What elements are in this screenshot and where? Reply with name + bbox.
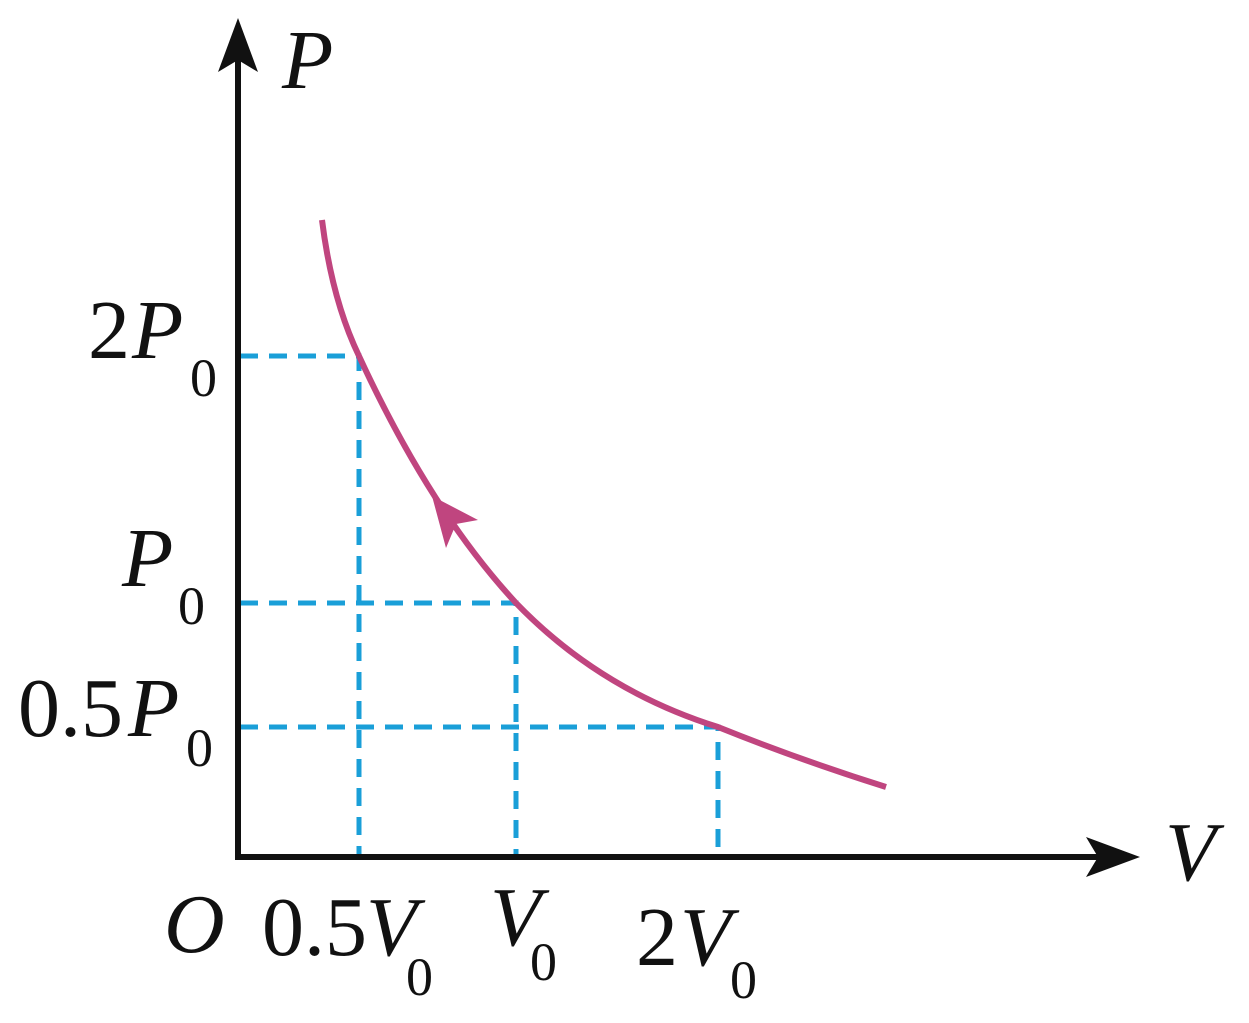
y-arrow <box>218 18 258 72</box>
x-axis-label: V <box>1165 806 1225 899</box>
origin-label: O <box>164 878 225 971</box>
y-tick-sub: 0 <box>186 718 213 778</box>
x-tick-coef: 0.5 <box>262 881 367 974</box>
guide-p0 <box>240 600 519 857</box>
y-tick-coef: 0.5 <box>18 662 123 755</box>
y-axis-label: P <box>281 14 333 107</box>
x-tick-var: V <box>680 891 740 984</box>
direction-arrow <box>432 496 478 548</box>
guide-05p0 <box>240 724 721 857</box>
x-arrow <box>1086 837 1140 877</box>
x-tick-sub: 0 <box>406 947 433 1007</box>
y-tick-var: P <box>121 512 173 605</box>
y-tick-sub: 0 <box>190 348 217 408</box>
guide-2p0 <box>240 353 362 857</box>
isotherm-curve <box>319 219 887 790</box>
y-tick-var: P <box>131 284 183 377</box>
y-tick-var: P <box>127 662 179 755</box>
x-tick-var: V <box>366 881 426 974</box>
x-tick-coef: 2 <box>636 891 678 984</box>
y-tick-sub: 0 <box>178 576 205 636</box>
x-tick-var: V <box>490 871 550 964</box>
x-tick-sub: 0 <box>530 932 557 992</box>
axes <box>218 18 1140 877</box>
guide-lines <box>240 353 721 857</box>
x-tick-sub: 0 <box>730 950 757 1010</box>
y-tick-coef: 2 <box>88 284 130 377</box>
